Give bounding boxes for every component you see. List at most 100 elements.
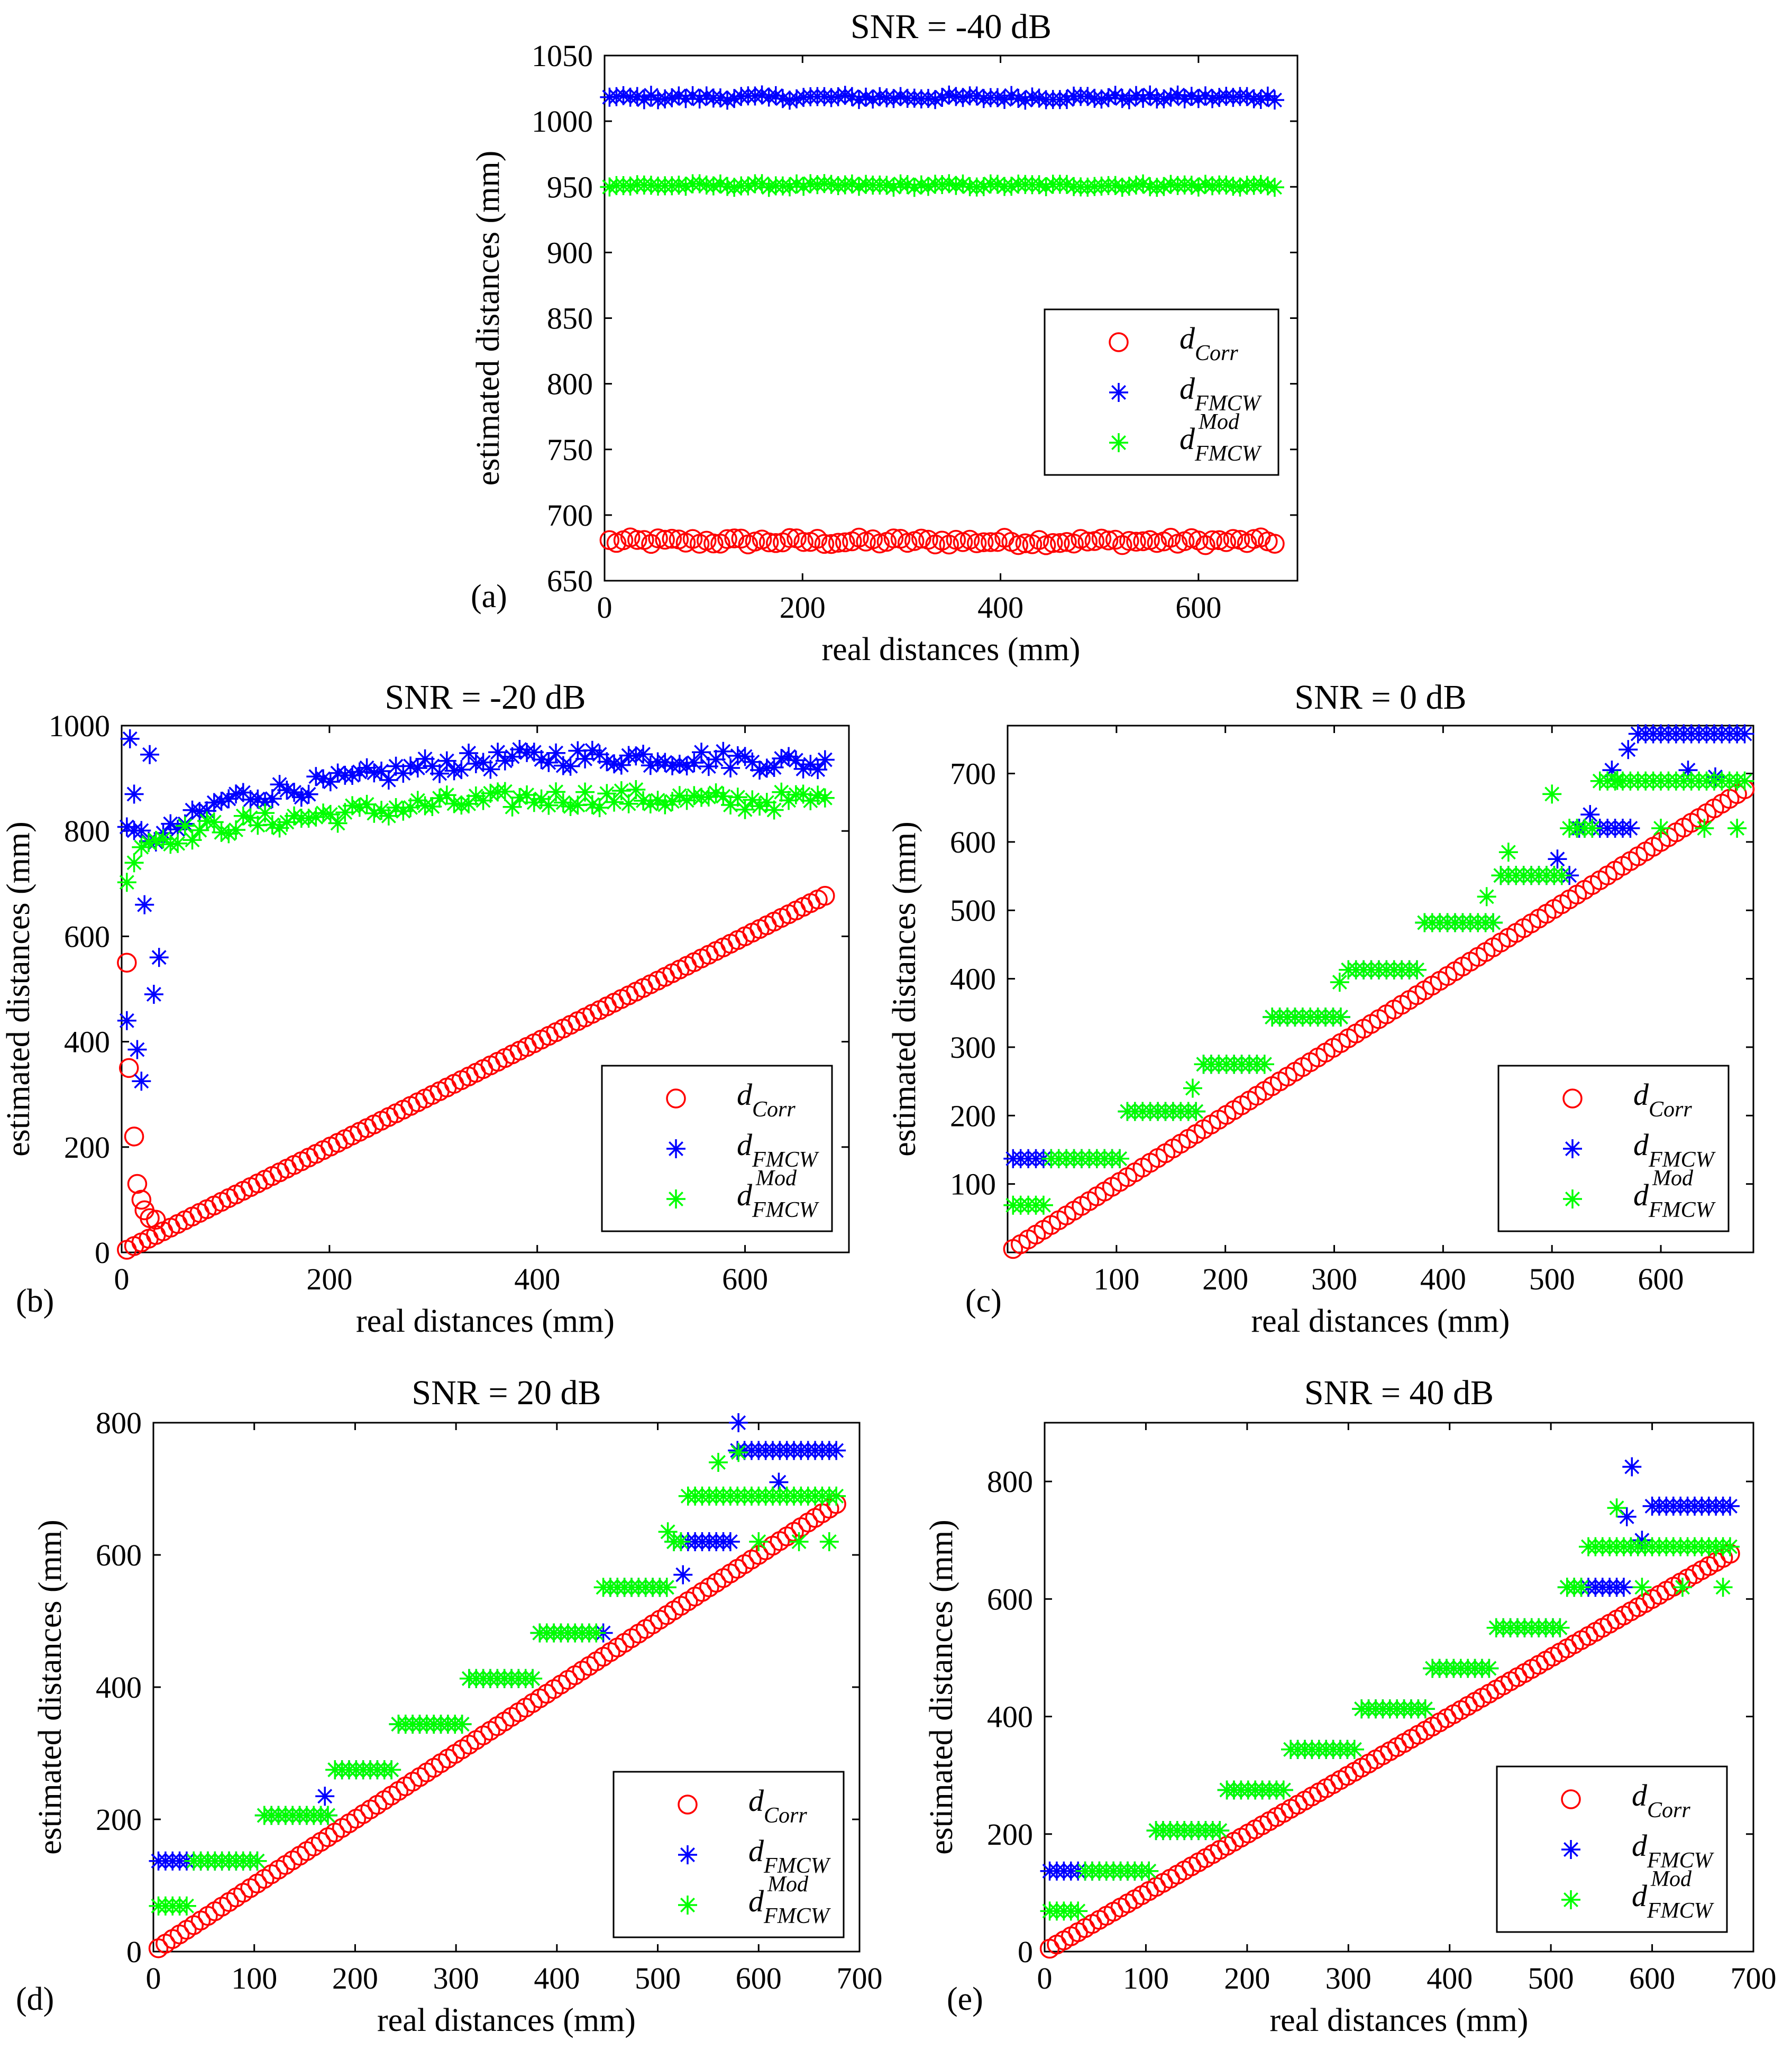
x-axis-label: real distances (mm) xyxy=(822,631,1081,667)
data-point xyxy=(1695,819,1714,838)
y-tick-label: 200 xyxy=(64,1130,110,1165)
data-point xyxy=(605,754,624,774)
data-point xyxy=(1202,530,1222,551)
data-point xyxy=(808,760,828,780)
x-tick-label: 700 xyxy=(1731,1961,1777,1995)
data-point xyxy=(911,175,931,195)
data-point xyxy=(714,741,733,761)
data-point xyxy=(241,808,260,828)
data-point xyxy=(452,795,471,815)
data-point xyxy=(706,749,726,769)
data-point xyxy=(1345,1740,1364,1759)
data-point xyxy=(677,756,697,776)
data-point xyxy=(939,174,959,194)
data-point xyxy=(655,89,675,108)
data-point xyxy=(808,175,827,195)
data-point xyxy=(981,532,1001,552)
data-point xyxy=(692,743,711,762)
data-point xyxy=(641,756,660,775)
data-point xyxy=(1175,89,1194,108)
x-tick-label: 400 xyxy=(977,590,1023,625)
y-axis-label: estimated distances (mm) xyxy=(1,821,36,1157)
data-point xyxy=(780,90,799,110)
series-fmcw_mod xyxy=(1003,771,1754,1215)
data-point xyxy=(1112,178,1132,197)
legend-label-corr: dCorr xyxy=(1633,1077,1692,1122)
data-point xyxy=(703,176,723,196)
data-point xyxy=(1195,175,1215,194)
data-point xyxy=(517,785,537,805)
data-point xyxy=(673,1565,693,1585)
data-point xyxy=(1098,530,1119,551)
data-point xyxy=(495,782,515,801)
data-point xyxy=(967,86,986,106)
data-point xyxy=(1119,530,1139,551)
legend-label-fmcw_mod: dFMCWMod xyxy=(1180,410,1263,466)
data-point xyxy=(835,86,855,105)
data-point xyxy=(731,528,752,549)
data-point xyxy=(161,814,180,834)
data-point xyxy=(877,176,897,195)
data-point xyxy=(600,177,619,197)
data-point xyxy=(415,749,435,768)
data-point xyxy=(481,783,500,803)
data-point xyxy=(757,793,776,812)
data-point xyxy=(1182,176,1201,195)
data-point xyxy=(683,86,702,105)
y-tick-label: 900 xyxy=(547,235,593,270)
legend-label-fmcw: dFMCW xyxy=(1633,1128,1716,1172)
data-point xyxy=(769,1472,789,1492)
data-point xyxy=(582,740,602,760)
data-point xyxy=(306,807,326,827)
series-fmcw_mod xyxy=(600,174,1284,197)
data-point xyxy=(321,804,340,824)
data-point xyxy=(626,780,646,799)
data-point xyxy=(1099,88,1118,107)
data-point xyxy=(248,1851,267,1871)
data-point xyxy=(314,769,333,789)
data-point xyxy=(669,86,689,106)
data-point xyxy=(357,758,377,777)
data-point xyxy=(1548,849,1567,869)
data-point xyxy=(842,87,862,106)
data-point xyxy=(372,762,391,781)
data-point xyxy=(932,88,952,107)
data-point xyxy=(1251,175,1270,194)
data-point xyxy=(743,752,762,772)
x-axis-label: real distances (mm) xyxy=(1270,2002,1529,2038)
legend-marker-corr xyxy=(678,1795,698,1815)
data-point xyxy=(743,790,762,810)
chart-title: SNR = 40 dB xyxy=(1304,1374,1494,1412)
data-point xyxy=(634,745,653,764)
data-point xyxy=(789,1532,809,1551)
data-point xyxy=(270,818,289,838)
data-point xyxy=(620,176,640,196)
data-point xyxy=(819,1532,839,1551)
data-point xyxy=(546,743,566,763)
data-point xyxy=(1217,175,1236,195)
data-point xyxy=(735,747,755,766)
x-tick-label: 200 xyxy=(306,1262,352,1296)
data-point xyxy=(119,1058,139,1078)
data-point xyxy=(1057,90,1076,109)
data-point xyxy=(1330,973,1349,992)
data-point xyxy=(1621,819,1640,838)
data-point xyxy=(168,820,188,839)
data-point xyxy=(801,791,820,811)
data-point xyxy=(255,792,275,812)
data-point xyxy=(1008,535,1029,555)
data-point xyxy=(233,783,253,802)
data-point xyxy=(926,90,945,109)
data-point xyxy=(849,177,868,196)
data-point xyxy=(717,529,737,549)
series-fmcw_mod xyxy=(1040,1498,1740,1921)
data-point xyxy=(321,772,340,792)
data-point xyxy=(663,792,682,811)
data-point xyxy=(117,873,136,892)
data-point xyxy=(135,895,154,914)
data-point xyxy=(408,758,427,778)
data-point xyxy=(1210,88,1229,107)
data-point xyxy=(918,89,938,108)
legend-marker-fmcw_mod xyxy=(1109,433,1128,452)
